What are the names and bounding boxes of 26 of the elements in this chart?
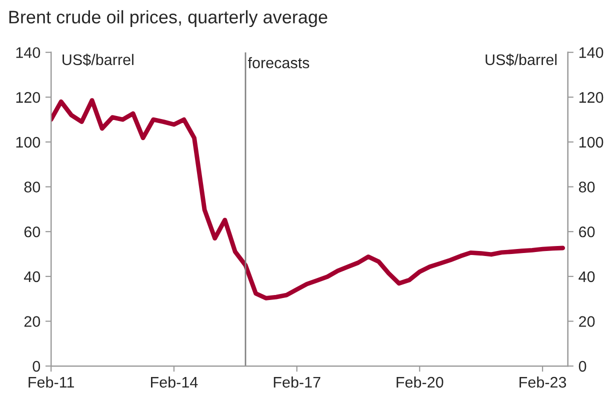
chart-title: Brent crude oil prices, quarterly average (9, 10, 328, 28)
y2-tick-label: 100 (579, 136, 604, 148)
y-axis-title: US$/barrel (62, 54, 134, 66)
x-tick-label: Feb-17 (274, 376, 320, 388)
y-tick-label: 80 (24, 182, 40, 192)
y2-tick-label: 80 (578, 182, 595, 192)
y2-tick-label: 40 (578, 271, 595, 282)
y2-tick-label: 0 (578, 360, 586, 372)
ref-line-label: forecasts (248, 57, 310, 68)
x-tick-label: Feb-23 (520, 376, 566, 388)
y-tick-label: 20 (24, 316, 40, 327)
y2-tick-label: 140 (579, 47, 604, 58)
y2-axis-title: US$/barrel (486, 54, 557, 66)
y-tick-label: 40 (24, 271, 40, 282)
line-series (51, 98, 566, 300)
y2-tick-label: 60 (579, 226, 595, 238)
y-tick-label: 0 (32, 360, 40, 372)
x-tick-label: Feb-11 (28, 376, 74, 388)
y2-tick-label: 20 (579, 316, 595, 327)
y2-tick-label: 120 (579, 92, 604, 103)
x-tick-label: Feb-20 (396, 376, 444, 388)
y-tick-label: 100 (16, 136, 40, 148)
y-tick-label: 120 (16, 92, 40, 103)
x-tick-label: Feb-14 (151, 376, 198, 388)
y-tick-label: 60 (24, 226, 40, 238)
y-tick-label: 140 (16, 47, 40, 58)
